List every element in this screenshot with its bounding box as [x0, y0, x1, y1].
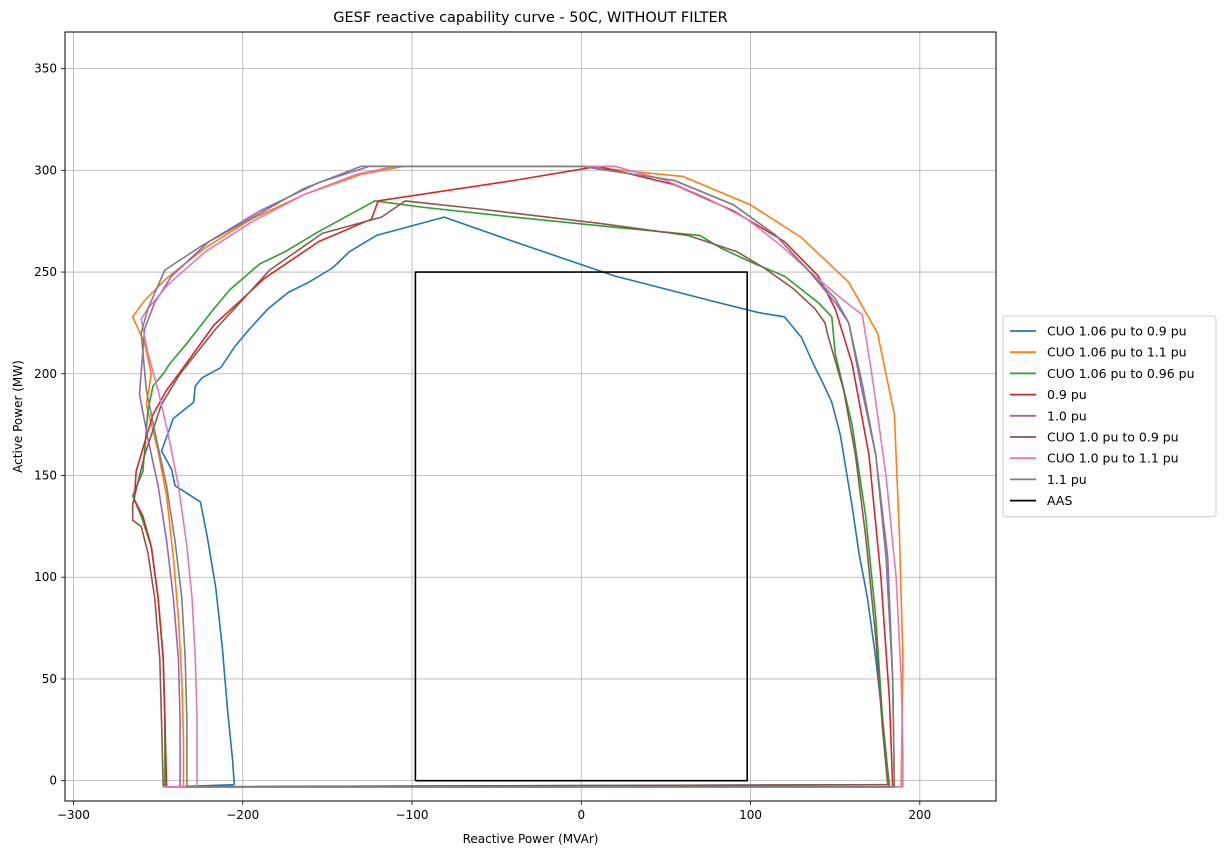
y-tick-label: 300	[34, 163, 57, 177]
y-tick-label: 350	[34, 62, 57, 76]
series-line-9	[414, 271, 749, 782]
series-line-1	[160, 216, 891, 788]
y-tick-label: 50	[42, 672, 57, 686]
y-tick-label: 200	[34, 367, 57, 381]
series-line-2	[131, 165, 904, 788]
y-tick-label: 0	[49, 774, 57, 788]
series-line-5	[138, 165, 896, 788]
legend-entry: CUO 1.0 pu to 0.9 pu	[1047, 430, 1179, 445]
legend-box	[1002, 315, 1217, 518]
series-line-8	[140, 165, 896, 788]
series-line-6	[131, 200, 891, 788]
x-tick-label: 0	[577, 808, 585, 822]
x-tick-label: 100	[739, 808, 762, 822]
x-tick-label: −200	[226, 808, 259, 822]
y-tick-label: 150	[34, 468, 57, 482]
series-lines	[131, 165, 904, 788]
series-line-4	[133, 165, 894, 788]
legend-entry: CUO 1.06 pu to 0.96 pu	[1047, 366, 1195, 381]
legend-entry: CUO 1.06 pu to 0.9 pu	[1047, 324, 1187, 339]
x-axis-label: Reactive Power (MVAr)	[463, 832, 599, 846]
x-tick-label: 200	[908, 808, 931, 822]
legend: CUO 1.06 pu to 0.9 pu CUO 1.06 pu to 1.1 …	[1002, 315, 1217, 518]
plot-area-frame	[64, 31, 997, 802]
legend-entry: CUO 1.0 pu to 1.1 pu	[1047, 451, 1179, 466]
chart-title: GESF reactive capability curve - 50C, WI…	[333, 10, 727, 26]
x-tick-label: −300	[57, 808, 90, 822]
series-line-7	[140, 165, 904, 788]
x-tick-label: −100	[396, 808, 429, 822]
y-tick-label: 250	[34, 265, 57, 279]
legend-entry: CUO 1.06 pu to 1.1 pu	[1047, 345, 1187, 360]
legend-entry: 1.1 pu	[1047, 472, 1087, 487]
grid	[65, 32, 996, 801]
axis-ticks: −300 −200 −100 0 100 200 0 50 100 150 200 250 300 350	[34, 62, 931, 822]
y-tick-label: 100	[34, 570, 57, 584]
legend-entry: 0.9 pu	[1047, 387, 1087, 402]
legend-entry: AAS	[1047, 493, 1072, 508]
legend-entry: 1.0 pu	[1047, 408, 1087, 423]
y-axis-label: Active Power (MW)	[11, 360, 25, 473]
series-line-3	[131, 200, 891, 788]
